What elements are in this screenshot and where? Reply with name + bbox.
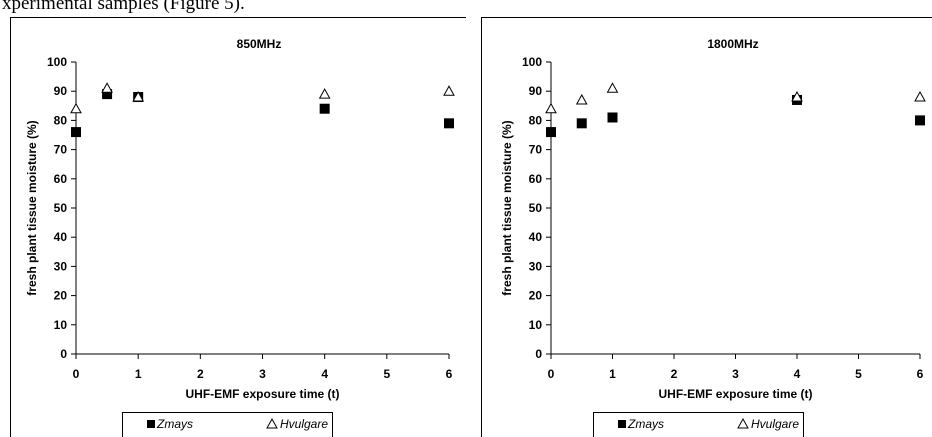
chart-title: 850MHz xyxy=(237,37,282,51)
zmays-point xyxy=(319,103,330,114)
y-tick-label: 90 xyxy=(54,84,68,98)
x-tick-label: 6 xyxy=(446,367,453,381)
y-tick-label: 90 xyxy=(529,84,543,98)
x-tick-label: 2 xyxy=(197,367,204,381)
y-tick-label: 40 xyxy=(54,230,68,244)
x-tick-label: 0 xyxy=(73,367,80,381)
hvulgare-point xyxy=(545,102,557,114)
zmays-point xyxy=(607,112,618,123)
x-tick-label: 3 xyxy=(259,367,266,381)
y-tick-label: 20 xyxy=(54,289,68,303)
legend-label: Hvulgare xyxy=(280,417,328,431)
document-caption-fragment: xperimental samples (Figure 5). xyxy=(2,0,245,14)
y-tick-label: 80 xyxy=(54,113,68,127)
x-tick-label: 1 xyxy=(609,367,616,381)
x-tick-label: 5 xyxy=(855,367,862,381)
y-tick-label: 50 xyxy=(529,201,543,215)
chart-frame xyxy=(10,17,466,437)
legend-box xyxy=(122,412,333,437)
chart-850mhz: 850MHz 0 10 20 30 40 50 60 70 80 90 100 0 1 2 3 4 5 6 fresh… xyxy=(10,17,466,437)
zmays-point xyxy=(546,127,556,138)
x-tick-label: 2 xyxy=(671,367,678,381)
y-tick-label: 20 xyxy=(529,289,543,303)
zmays-point xyxy=(576,118,587,129)
legend-square-icon xyxy=(147,420,155,428)
chart-frame xyxy=(481,17,932,437)
hvulgare-point xyxy=(70,102,82,114)
y-axis-label: fresh plant tissue moisture (%) xyxy=(25,120,39,295)
y-axis-label: fresh plant tissue moisture (%) xyxy=(500,120,514,295)
legend-label: Zmays xyxy=(156,417,193,431)
y-tick-label: 100 xyxy=(47,55,67,69)
hvulgare-point xyxy=(791,91,803,102)
y-tick-label: 80 xyxy=(529,113,543,127)
x-axis-label: UHF-EMF exposure time (t) xyxy=(185,387,339,401)
x-tick-label: 4 xyxy=(321,367,328,381)
hvulgare-point xyxy=(575,93,588,105)
y-tick-label: 40 xyxy=(529,230,543,244)
y-tick-label: 60 xyxy=(54,172,68,186)
hvulgare-point xyxy=(606,82,619,93)
legend-label: Zmays xyxy=(627,417,664,431)
y-tick-label: 0 xyxy=(60,347,67,361)
hvulgare-point xyxy=(914,91,926,102)
x-axis-label: UHF-EMF exposure time (t) xyxy=(658,387,812,401)
hvulgare-point xyxy=(443,85,455,96)
y-tick-label: 50 xyxy=(54,201,68,215)
zmays-point xyxy=(102,89,113,100)
legend-triangle-icon xyxy=(266,417,278,429)
chart-title: 1800MHz xyxy=(707,37,758,51)
hvulgare-point xyxy=(318,88,331,99)
legend-square-icon xyxy=(618,420,626,428)
y-tick-label: 10 xyxy=(54,318,68,332)
y-tick-label: 100 xyxy=(522,55,542,69)
y-tick-label: 70 xyxy=(54,143,68,157)
legend-label: Hvulgare xyxy=(751,417,799,431)
y-tick-label: 0 xyxy=(535,347,542,361)
x-tick-label: 5 xyxy=(383,367,390,381)
zmays-point xyxy=(444,118,454,129)
zmays-point xyxy=(915,115,925,126)
x-tick-label: 4 xyxy=(794,367,801,381)
y-tick-label: 60 xyxy=(529,172,543,186)
y-tick-label: 70 xyxy=(529,143,543,157)
hvulgare-point xyxy=(101,82,113,93)
y-tick-label: 30 xyxy=(529,259,543,273)
legend-box xyxy=(593,412,804,437)
x-tick-label: 6 xyxy=(917,367,924,381)
y-tick-label: 10 xyxy=(529,318,543,332)
zmays-point xyxy=(71,127,81,138)
hvulgare-point xyxy=(132,91,145,102)
y-tick-label: 30 xyxy=(54,259,68,273)
x-tick-label: 0 xyxy=(548,367,555,381)
x-tick-label: 1 xyxy=(135,367,142,381)
x-tick-label: 3 xyxy=(732,367,739,381)
chart-1800mhz: 1800MHz 0 10 20 30 40 50 60 70 80 90 100 0 1 2 3 4 5 6 fres… xyxy=(481,17,932,437)
legend-triangle-icon xyxy=(737,417,749,429)
